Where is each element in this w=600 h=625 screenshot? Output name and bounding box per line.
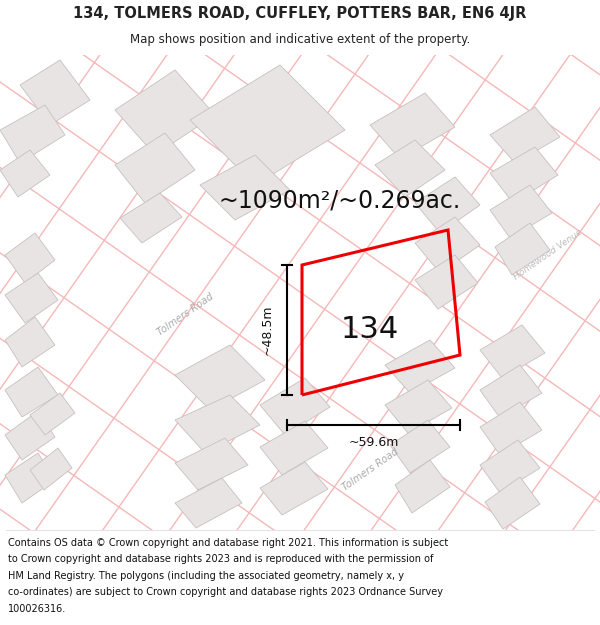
Polygon shape [415,177,480,233]
Text: HM Land Registry. The polygons (including the associated geometry, namely x, y: HM Land Registry. The polygons (includin… [8,571,404,581]
Polygon shape [395,460,450,513]
Text: 134: 134 [341,316,399,344]
Polygon shape [260,421,328,475]
Polygon shape [490,147,558,203]
Text: to Crown copyright and database rights 2023 and is reproduced with the permissio: to Crown copyright and database rights 2… [8,554,433,564]
Polygon shape [200,155,290,220]
Polygon shape [20,60,90,125]
Polygon shape [385,340,455,393]
Polygon shape [175,438,248,490]
Polygon shape [480,325,545,378]
Polygon shape [0,150,50,197]
Polygon shape [415,217,480,273]
Text: 100026316.: 100026316. [8,604,66,614]
Polygon shape [5,273,58,323]
Polygon shape [175,478,242,528]
Text: 134, TOLMERS ROAD, CUFFLEY, POTTERS BAR, EN6 4JR: 134, TOLMERS ROAD, CUFFLEY, POTTERS BAR,… [73,6,527,21]
Polygon shape [490,185,552,238]
Polygon shape [480,402,542,455]
Text: Contains OS data © Crown copyright and database right 2021. This information is : Contains OS data © Crown copyright and d… [8,538,448,548]
Polygon shape [5,453,55,503]
Polygon shape [5,233,55,283]
Polygon shape [30,393,75,435]
Text: Tolmers Road: Tolmers Road [340,447,400,493]
Polygon shape [5,317,55,367]
Polygon shape [490,107,560,163]
Text: ~1090m²/~0.269ac.: ~1090m²/~0.269ac. [219,188,461,212]
Polygon shape [260,378,330,435]
Polygon shape [175,345,265,410]
Polygon shape [485,477,540,529]
Polygon shape [495,223,550,275]
Polygon shape [480,365,542,418]
Polygon shape [30,448,72,490]
Polygon shape [480,440,540,493]
Polygon shape [115,70,215,155]
Polygon shape [0,105,65,163]
Polygon shape [260,462,328,515]
Polygon shape [370,93,455,159]
Polygon shape [175,395,260,453]
Text: ~48.5m: ~48.5m [260,305,274,355]
Text: co-ordinates) are subject to Crown copyright and database rights 2023 Ordnance S: co-ordinates) are subject to Crown copyr… [8,588,443,598]
Polygon shape [120,193,182,243]
Polygon shape [375,140,445,197]
Text: Tolmers Road: Tolmers Road [155,292,215,338]
Polygon shape [115,133,195,203]
Polygon shape [5,367,58,417]
Text: Homewood Venue: Homewood Venue [512,228,584,282]
Polygon shape [5,411,55,460]
Text: ~59.6m: ~59.6m [349,436,398,449]
Polygon shape [415,255,478,309]
Polygon shape [190,65,345,185]
Text: Map shows position and indicative extent of the property.: Map shows position and indicative extent… [130,33,470,46]
Polygon shape [390,420,450,473]
Polygon shape [385,380,452,433]
